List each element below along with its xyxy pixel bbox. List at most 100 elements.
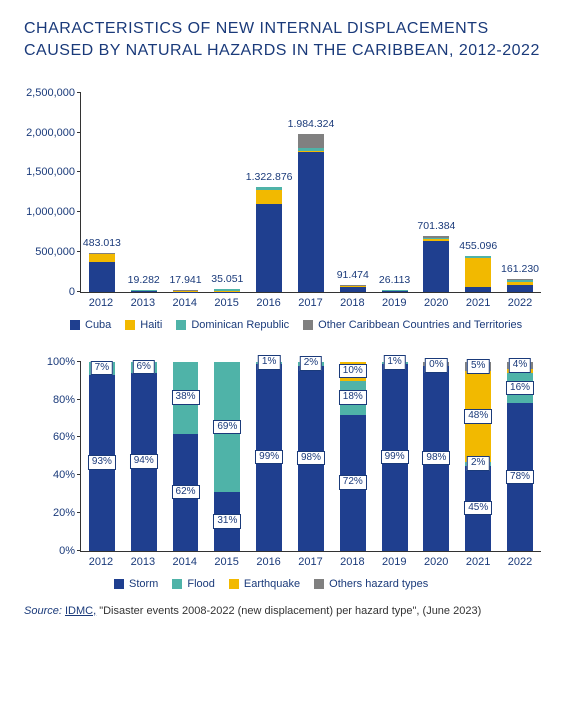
legend-label: Flood (187, 578, 215, 590)
bar-segment-cuba (382, 291, 408, 292)
percent-label: 2% (300, 356, 322, 371)
y-tick-label: 0 (21, 286, 75, 298)
bar-column: 99%1% (374, 362, 416, 551)
percent-label: 98% (297, 451, 325, 466)
percent-label: 1% (258, 355, 280, 370)
bar-total-label: 26.113 (379, 274, 410, 286)
x-tick-label: 2020 (415, 293, 457, 309)
y-tick-label: 2,000,000 (21, 127, 75, 139)
bar-column: 35.051 (206, 93, 248, 292)
percent-label: 99% (255, 450, 283, 465)
x-tick-label: 2016 (248, 552, 290, 568)
x-tick-label: 2022 (499, 552, 541, 568)
x-tick-label: 2018 (331, 293, 373, 309)
y-tick-label: 1,500,000 (21, 166, 75, 178)
legend-label: Cuba (85, 319, 111, 331)
bar-total-label: 483.013 (83, 237, 121, 249)
bar-column: 1.322.876 (248, 93, 290, 292)
x-tick-label: 2016 (248, 293, 290, 309)
bar-segment-haiti (465, 258, 491, 287)
title-line-1: CHARACTERISTICS OF NEW INTERNAL DISPLACE… (24, 20, 489, 37)
chart-title: CHARACTERISTICS OF NEW INTERNAL DISPLACE… (24, 18, 549, 63)
y-tick-label: 60% (21, 431, 75, 443)
x-tick-label: 2019 (373, 552, 415, 568)
percent-label: 16% (506, 381, 534, 396)
bar-segment-cuba (340, 287, 366, 291)
legend-label: Storm (129, 578, 158, 590)
bar-column: 17.941 (165, 93, 207, 292)
legend-swatch (176, 320, 186, 330)
source-label: Source: (24, 605, 62, 617)
bar-column: 91.474 (332, 93, 374, 292)
bar-total-label: 35.051 (211, 273, 243, 285)
chart2-x-axis: 2012201320142015201620172018201920202021… (80, 552, 541, 568)
bar-column: 93%7% (81, 362, 123, 551)
percent-label: 94% (130, 454, 158, 469)
percent-label: 72% (339, 475, 367, 490)
legend-item: Dominican Republic (176, 319, 289, 331)
bar-column: 1.984.324 (290, 93, 332, 292)
bar-column: 98%0% (416, 362, 458, 551)
bar-column: 62%38% (165, 362, 207, 551)
bar-stack (340, 93, 366, 292)
bar-stack (173, 93, 199, 292)
y-tick-label: 80% (21, 394, 75, 406)
legend-item: Storm (114, 578, 158, 590)
source-link[interactable]: IDMC, (65, 605, 96, 617)
x-tick-label: 2012 (80, 552, 122, 568)
x-tick-label: 2020 (415, 552, 457, 568)
x-tick-label: 2021 (457, 552, 499, 568)
bar-column: 455.096 (457, 93, 499, 292)
percent-label: 48% (464, 409, 492, 424)
bar-stack (89, 93, 115, 292)
y-tick-label: 2,500,000 (21, 87, 75, 99)
legend-swatch (303, 320, 313, 330)
x-tick-label: 2019 (373, 293, 415, 309)
bar-column: 19.282 (123, 93, 165, 292)
percent-label: 5% (467, 359, 489, 374)
x-tick-label: 2017 (290, 552, 332, 568)
percent-label: 98% (422, 451, 450, 466)
legend-swatch (314, 579, 324, 589)
bar-total-label: 161.230 (501, 263, 539, 275)
legend-label: Earthquake (244, 578, 300, 590)
legend-item: Earthquake (229, 578, 300, 590)
legend-swatch (125, 320, 135, 330)
bar-total-label: 1.322.876 (246, 171, 293, 183)
bar-stack (131, 93, 157, 292)
legend-swatch (114, 579, 124, 589)
bar-segment-cuba (298, 152, 324, 292)
bar-column: 99%1% (248, 362, 290, 551)
x-tick-label: 2012 (80, 293, 122, 309)
bar-stack (256, 93, 282, 292)
hazard-type-stacked-bar-chart: 0%20%40%60%80%100%93%7%94%6%62%38%31%69%… (24, 362, 549, 593)
chart2-legend: Storm Flood Earthquake Others hazard types (114, 578, 549, 593)
x-tick-label: 2021 (457, 293, 499, 309)
y-tick-label: 500,000 (21, 246, 75, 258)
percent-label: 7% (91, 361, 113, 376)
bar-column: 45%2%48%5% (457, 362, 499, 551)
bar-column: 483.013 (81, 93, 123, 292)
legend-item: Others hazard types (314, 578, 428, 590)
bar-segment-haiti (89, 254, 115, 262)
source-rest: "Disaster events 2008-2022 (new displace… (96, 605, 481, 617)
x-tick-label: 2013 (122, 293, 164, 309)
bar-column: 72%18%10% (332, 362, 374, 551)
bar-column: 78%16%4% (499, 362, 541, 551)
bar-column: 94%6% (123, 362, 165, 551)
percent-label: 62% (172, 485, 200, 500)
chart1-legend: CubaHaitiDominican RepublicOther Caribbe… (70, 319, 549, 334)
bar-stack (465, 93, 491, 292)
legend-label: Others hazard types (329, 578, 428, 590)
x-tick-label: 2015 (206, 552, 248, 568)
legend-swatch (70, 320, 80, 330)
country-stacked-bar-chart: 0500,0001,000,0001,500,0002,000,0002,500… (24, 93, 549, 334)
x-tick-label: 2022 (499, 293, 541, 309)
legend-swatch (172, 579, 182, 589)
percent-label: 4% (509, 358, 531, 373)
percent-label: 10% (339, 364, 367, 379)
legend-item: Haiti (125, 319, 162, 331)
bar-column: 31%69% (206, 362, 248, 551)
percent-label: 31% (213, 514, 241, 529)
bar-segment-other (298, 134, 324, 148)
